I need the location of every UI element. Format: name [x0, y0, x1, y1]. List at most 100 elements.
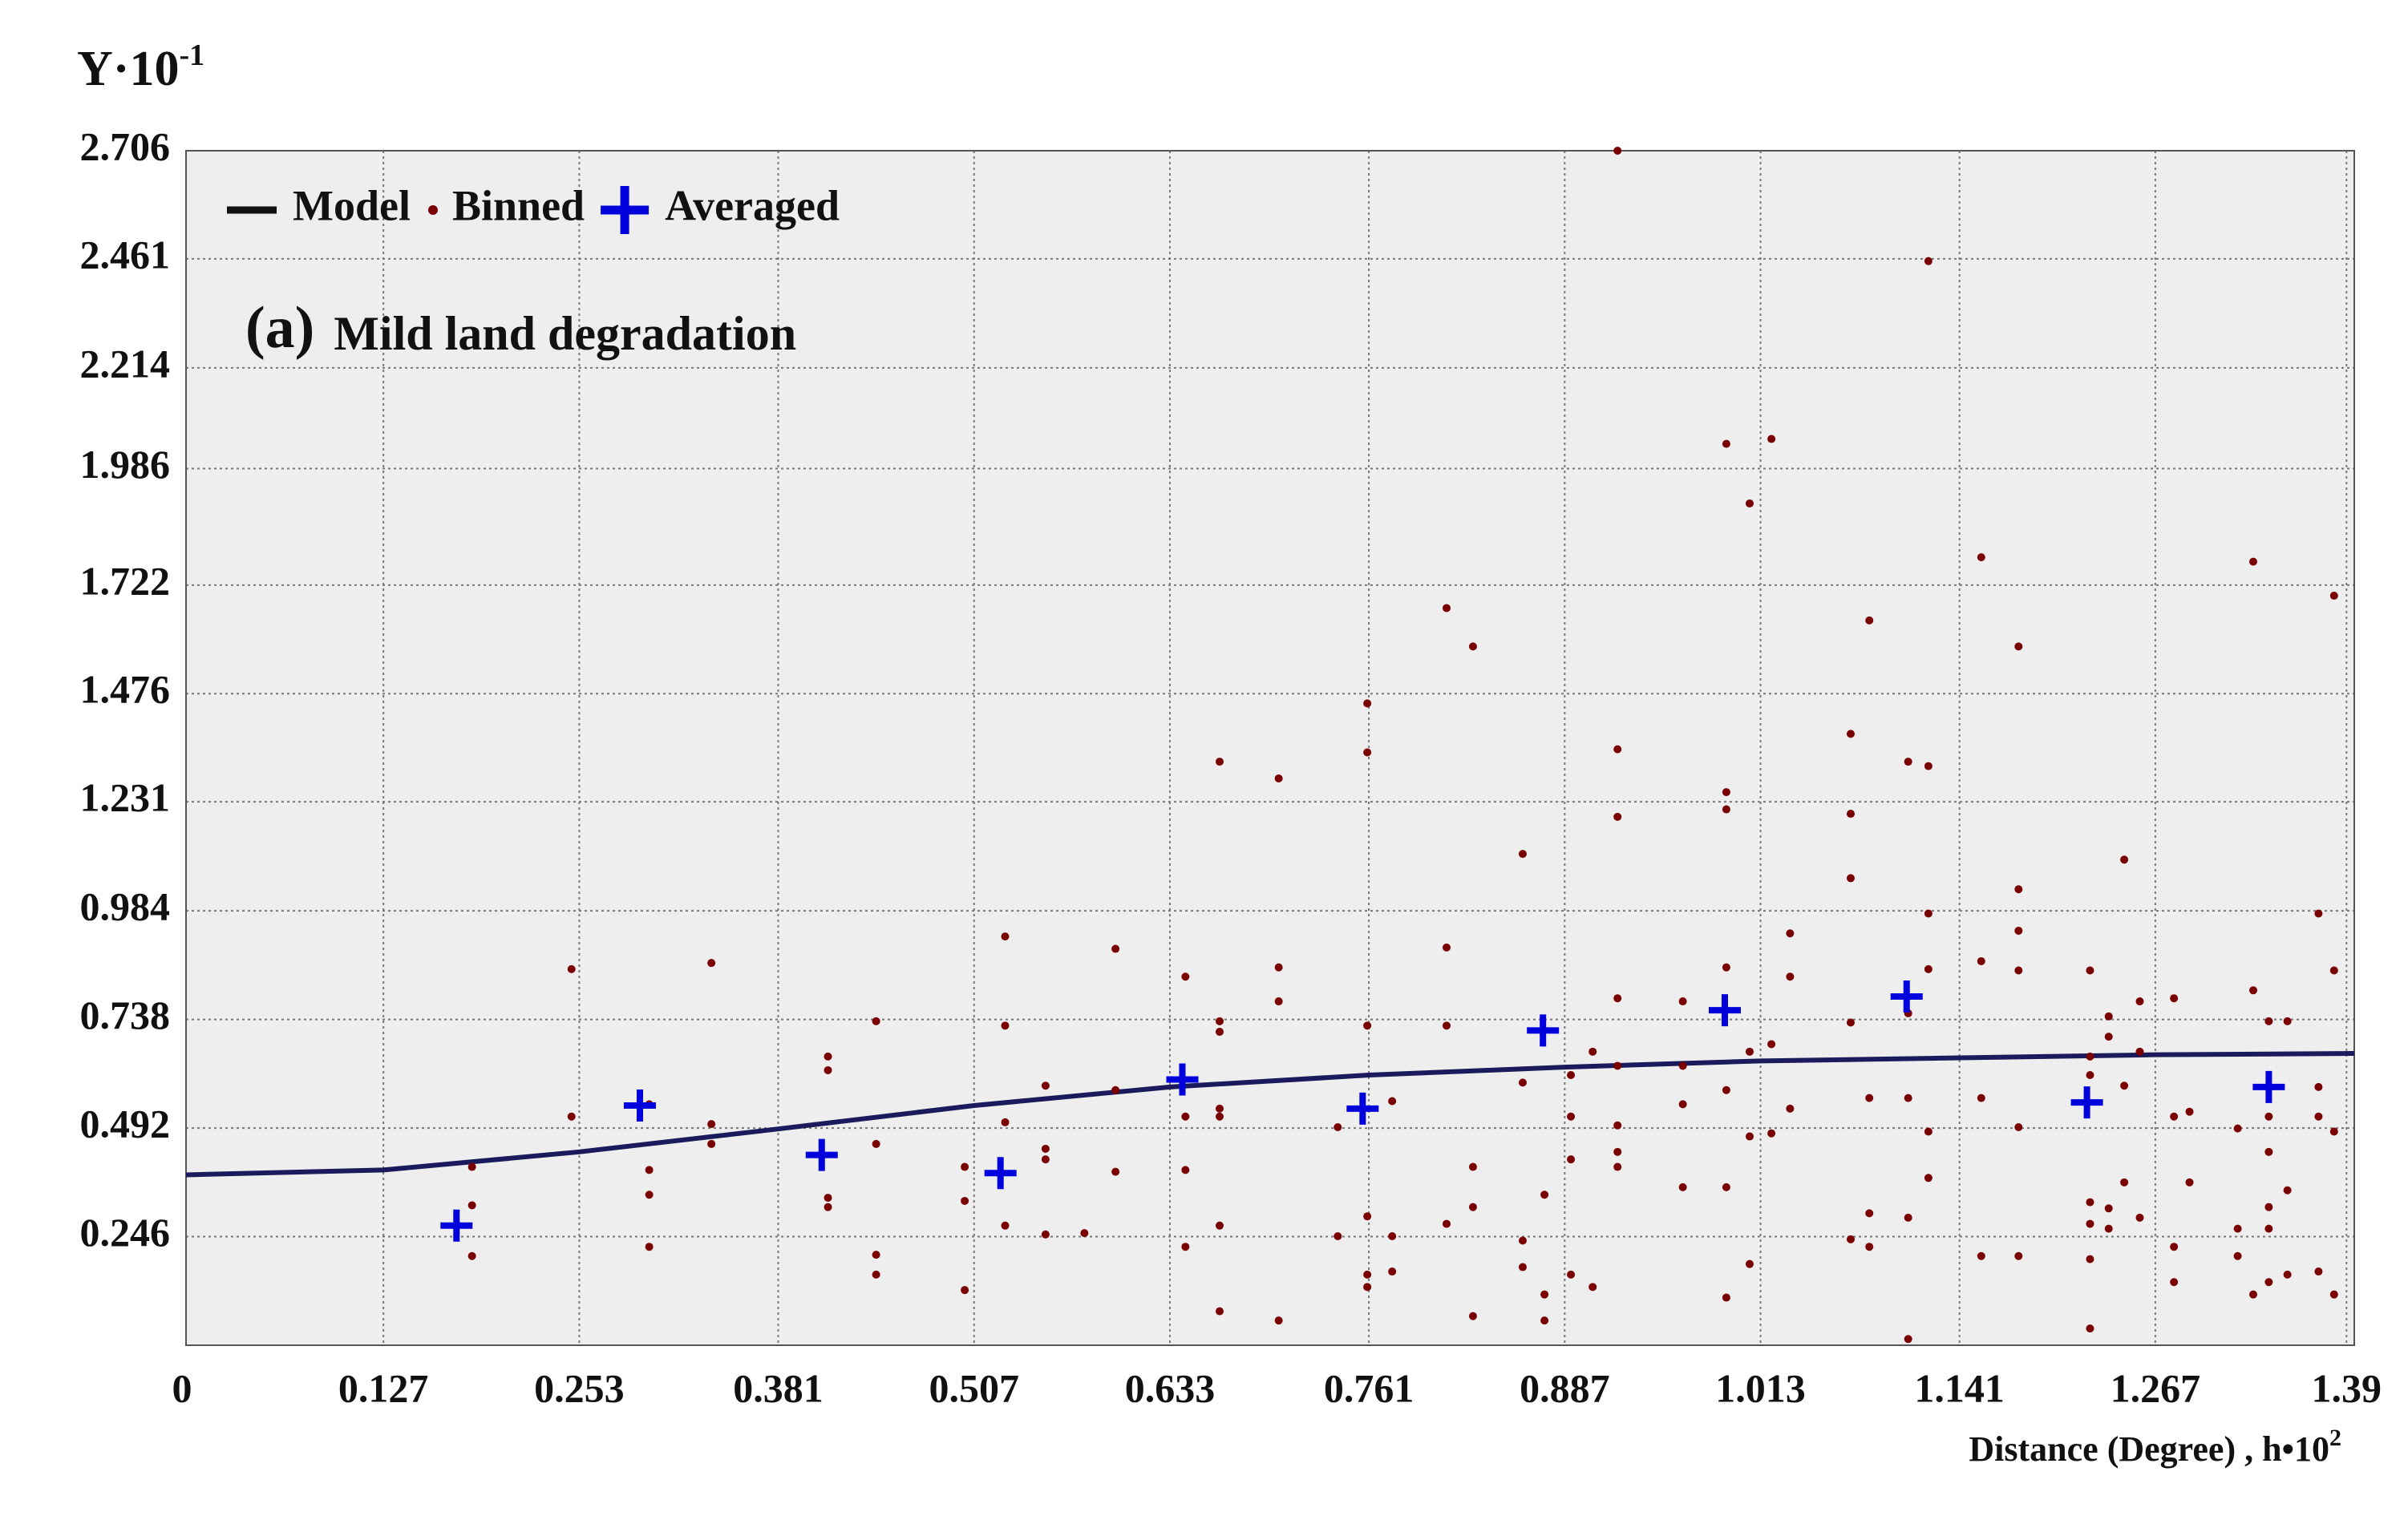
binned-point [2135, 997, 2144, 1006]
binned-point [2185, 1178, 2194, 1187]
binned-point [1904, 1213, 1912, 1222]
binned-point [2264, 1112, 2273, 1121]
binned-point [1274, 997, 1283, 1006]
binned-point [1540, 1191, 1549, 1199]
y-axis-title: Y·10-1 [77, 38, 204, 97]
binned-point [1001, 932, 1010, 941]
averaged-point [805, 1138, 838, 1171]
binned-point [1924, 909, 1932, 918]
binned-point [567, 964, 576, 973]
binned-point [2104, 1204, 2113, 1213]
binned-point [1540, 1316, 1549, 1325]
binned-point [1468, 1162, 1477, 1171]
y-axis-title-exponent: -1 [179, 38, 204, 72]
binned-point [1613, 1162, 1622, 1171]
binned-point [467, 1251, 476, 1260]
x-tick-label: 0.761 [1324, 1365, 1414, 1410]
binned-point [1977, 1251, 1985, 1260]
binned-point [1613, 1147, 1622, 1156]
binned-point [1904, 1094, 1912, 1102]
binned-point [2170, 1112, 2179, 1121]
binned-point [1274, 963, 1283, 972]
binned-point [1613, 812, 1622, 821]
averaged-point [623, 1089, 656, 1122]
binned-point [1111, 944, 1120, 953]
binned-point [1865, 1243, 1874, 1251]
legend-swatch [427, 205, 438, 215]
binned-point [1767, 1040, 1776, 1049]
binned-point [1722, 1293, 1730, 1302]
y-axis-title-base: Y·10 [77, 42, 179, 96]
binned-point [1904, 758, 1912, 766]
averaged-point [1890, 980, 1923, 1013]
binned-point [1518, 1078, 1527, 1087]
binned-point [1846, 1018, 1855, 1027]
binned-point [1443, 943, 1451, 952]
y-tick-label: 0.984 [80, 884, 171, 929]
binned-point [1613, 1061, 1622, 1070]
y-tick-label: 0.246 [80, 1210, 171, 1255]
binned-point [645, 1243, 654, 1251]
binned-point [1846, 730, 1855, 738]
cross-shape [1166, 1063, 1199, 1096]
binned-point [1865, 1094, 1874, 1102]
binned-point [2014, 1122, 2023, 1131]
binned-point [2014, 642, 2023, 651]
binned-point [1924, 1127, 1932, 1136]
binned-point [1274, 1316, 1283, 1325]
binned-point [2314, 1112, 2323, 1121]
binned-point [1041, 1230, 1050, 1239]
binned-point [1786, 972, 1795, 981]
binned-point [2086, 1071, 2094, 1080]
binned-point [2264, 1147, 2273, 1156]
binned-point [2249, 1290, 2258, 1299]
binned-point [961, 1196, 969, 1205]
binned-point [1443, 1219, 1451, 1228]
binned-point [1924, 1174, 1932, 1182]
binned-point [824, 1194, 832, 1203]
binned-point [2314, 1267, 2323, 1276]
binned-point [824, 1203, 832, 1211]
binned-point [1977, 956, 1985, 965]
cross-shape [805, 1138, 838, 1171]
binned-point [707, 1139, 716, 1148]
binned-point [1041, 1144, 1050, 1153]
binned-point [872, 1139, 880, 1148]
averaged-point [440, 1209, 473, 1242]
binned-point [2249, 986, 2258, 995]
binned-point [2170, 994, 2179, 1003]
y-tick-label: 2.706 [80, 123, 171, 168]
binned-point [1613, 1121, 1622, 1130]
binned-point [1865, 616, 1874, 625]
binned-point [1468, 1203, 1477, 1211]
binned-point [824, 1052, 832, 1061]
cross-shape [1890, 980, 1923, 1013]
binned-point [1678, 1061, 1687, 1070]
binned-point [1745, 1047, 1754, 1056]
binned-point [1924, 762, 1932, 770]
x-tick-label: 0.633 [1125, 1365, 1216, 1410]
binned-point [1080, 1229, 1089, 1238]
binned-point [2170, 1278, 2179, 1287]
binned-point [1722, 1182, 1730, 1191]
binned-point [1041, 1155, 1050, 1164]
binned-point [645, 1191, 654, 1199]
binned-point [2086, 1324, 2094, 1333]
binned-point [1567, 1112, 1576, 1121]
binned-point [1363, 1021, 1372, 1030]
binned-point [1865, 1209, 1874, 1218]
binned-point [1001, 1118, 1010, 1126]
binned-point [467, 1201, 476, 1210]
binned-point [2120, 1081, 2129, 1090]
binned-point [2264, 1224, 2273, 1233]
x-tick-label: 0 [172, 1365, 192, 1410]
averaged-point [984, 1157, 1017, 1190]
binned-point [1181, 972, 1190, 981]
binned-point [1846, 874, 1855, 883]
binned-point [1745, 1259, 1754, 1268]
binned-point [645, 1166, 654, 1174]
binned-point [1786, 929, 1795, 938]
binned-point [1745, 1132, 1754, 1141]
binned-point [1216, 1112, 1224, 1121]
binned-point [872, 1251, 880, 1259]
